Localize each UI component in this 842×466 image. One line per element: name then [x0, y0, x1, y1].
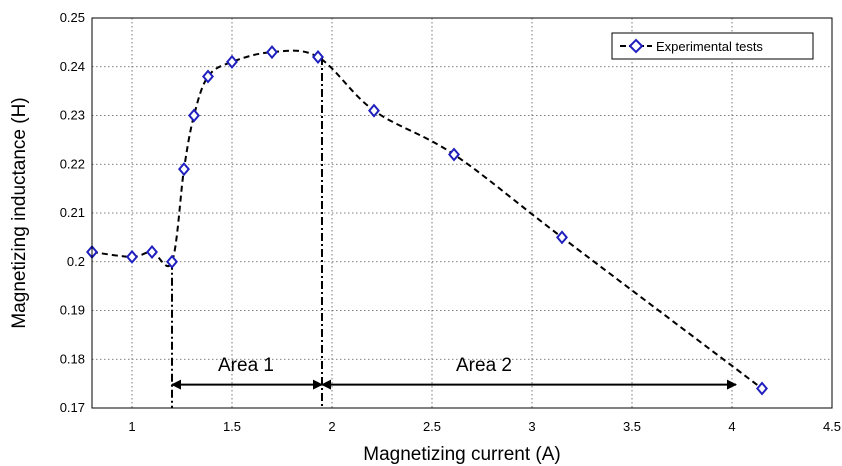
- x-tick-label: 4.5: [823, 419, 841, 434]
- y-tick-label: 0.22: [60, 156, 85, 171]
- x-axis-label: Magnetizing current (A): [363, 444, 560, 465]
- data-point: [756, 381, 768, 396]
- area1-label: Area 1: [218, 355, 274, 376]
- y-tick-label: 0.21: [60, 205, 85, 220]
- y-tick-label: 0.23: [60, 108, 85, 123]
- y-tick-label: 0.18: [60, 351, 85, 366]
- y-tick-label: 0.24: [60, 59, 85, 74]
- legend-label: Experimental tests: [656, 39, 763, 54]
- data-point: [146, 244, 158, 260]
- data-point: [178, 162, 190, 177]
- y-tick-label: 0.19: [60, 303, 85, 318]
- data-point: [266, 45, 278, 60]
- data-point: [448, 147, 460, 162]
- legend-marker: [628, 38, 644, 54]
- legend-box: [611, 32, 814, 60]
- data-point: [226, 54, 238, 69]
- annotations: [171, 57, 737, 408]
- y-tick-label: 0.2: [67, 254, 85, 269]
- series-line: [91, 49, 763, 390]
- data-point: [188, 108, 200, 123]
- y-axis-label: Magnetizing inductance (H): [9, 97, 30, 328]
- x-tick-label: 1: [128, 419, 135, 434]
- x-tick-labels: 1 1.5 2 2.5 3 3.5 4 4.5: [128, 419, 841, 434]
- data-point: [202, 69, 214, 84]
- x-tick-label: 3: [528, 419, 535, 434]
- x-tick-label: 2.5: [423, 419, 441, 434]
- legend: Experimental tests: [611, 32, 814, 60]
- y-tick-labels: 0.17 0.18 0.19 0.2 0.21 0.22 0.23 0.24 0.25: [60, 10, 85, 415]
- x-tick-label: 2: [328, 419, 335, 434]
- x-tick-label: 4: [728, 419, 735, 434]
- x-tick-label: 3.5: [623, 419, 641, 434]
- series: [86, 45, 768, 396]
- x-tick-label: 1.5: [223, 419, 241, 434]
- area2-label: Area 2: [456, 355, 512, 376]
- y-tick-label: 0.17: [60, 400, 85, 415]
- data-point: [368, 103, 380, 118]
- data-point: [312, 49, 324, 65]
- data-point: [126, 249, 138, 264]
- data-point: [166, 254, 178, 269]
- y-tick-label: 0.25: [60, 10, 85, 25]
- plot-frame: [91, 17, 833, 409]
- data-point: [556, 230, 568, 245]
